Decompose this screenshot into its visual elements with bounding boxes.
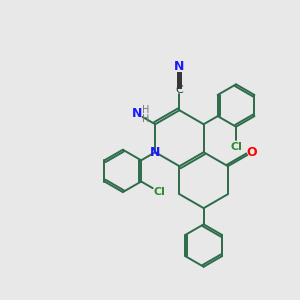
- Text: O: O: [246, 146, 257, 159]
- Text: H: H: [142, 114, 149, 124]
- Text: H: H: [142, 105, 149, 116]
- Text: Cl: Cl: [153, 187, 165, 197]
- Text: Cl: Cl: [230, 142, 242, 152]
- Text: N: N: [132, 107, 142, 120]
- Text: N: N: [149, 146, 160, 159]
- Text: N: N: [174, 60, 184, 73]
- Text: C: C: [176, 85, 183, 95]
